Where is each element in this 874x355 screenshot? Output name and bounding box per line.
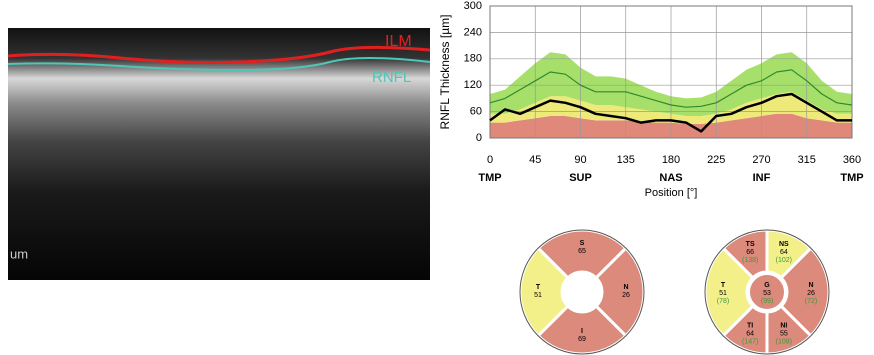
y-tick-label: 300 (464, 0, 482, 12)
sector-value: 64 (746, 330, 754, 337)
sector-value: 26 (807, 290, 815, 297)
sector-tick-label: NAS (659, 172, 682, 184)
sector-label: G (764, 282, 770, 289)
x-tick-label: 180 (662, 154, 680, 166)
sector-label: N (623, 284, 628, 291)
x-tick-label: 315 (798, 154, 816, 166)
oct-label: RNFL (372, 69, 411, 86)
x-tick-label: 225 (707, 154, 725, 166)
y-tick-label: 180 (464, 53, 482, 65)
sector-label: T (536, 284, 541, 291)
sector-label: NI (780, 322, 787, 329)
sector-reference: (72) (805, 298, 817, 305)
sector-reference: (109) (776, 338, 792, 345)
sector-label: NS (779, 241, 789, 248)
sector-value: 51 (534, 292, 542, 299)
sector-tick-label: SUP (569, 172, 592, 184)
sector-reference: (102) (776, 257, 792, 264)
sector-tick-label: TMP (840, 172, 863, 184)
sector-label: TI (747, 322, 753, 329)
oct-label: ILM (385, 33, 412, 50)
sector-reference: (78) (717, 298, 729, 305)
x-tick-label: 270 (752, 154, 770, 166)
y-tick-label: 0 (476, 132, 482, 144)
x-tick-label: 90 (574, 154, 586, 166)
sector-value: 55 (780, 330, 788, 337)
oct-image: ILM RNFL um (8, 28, 430, 280)
sector-label: I (581, 328, 583, 335)
sector-charts: S65T51N26I69TS66(138)NS64(102)T51(78)G53… (520, 230, 829, 354)
sector-value: 51 (719, 290, 727, 297)
x-axis-label: Position [°] (645, 187, 698, 199)
screen: ILM RNFL um 0 60 120 180 240 300 0 45 90 135 180 22… (0, 0, 874, 355)
sector-value: 64 (780, 249, 788, 256)
x-tick-label: 360 (843, 154, 861, 166)
thickness-chart: 0 60 120 180 240 300 0 45 90 135 180 225 270 315 360 TM… (438, 0, 863, 199)
sector-value: 53 (763, 290, 771, 297)
y-tick-label: 240 (464, 26, 482, 38)
y-tick-label: 120 (464, 79, 482, 91)
x-tick-label: 135 (617, 154, 635, 166)
oct-label: um (10, 246, 28, 261)
oct-scan (8, 28, 430, 280)
y-tick-label: 60 (470, 106, 482, 118)
sector-label: T (721, 282, 726, 289)
sector-tick-label: INF (753, 172, 771, 184)
sector-value: 26 (622, 292, 630, 299)
sector-value: 69 (578, 336, 586, 343)
sector-tick-label: TMP (478, 172, 501, 184)
sector-label: S (580, 240, 585, 247)
y-axis-label: RNFL Thickness [µm] (438, 15, 452, 130)
sector-reference: (147) (742, 338, 758, 345)
sector-reference: (99) (761, 298, 773, 305)
sector-label: TS (746, 241, 755, 248)
sector-label: N (808, 282, 813, 289)
sector-value: 65 (578, 248, 586, 255)
x-tick-label: 45 (529, 154, 541, 166)
x-tick-label: 0 (487, 154, 493, 166)
sector-value: 66 (746, 249, 754, 256)
sector-reference: (138) (742, 257, 758, 264)
sector-hole (562, 272, 602, 312)
